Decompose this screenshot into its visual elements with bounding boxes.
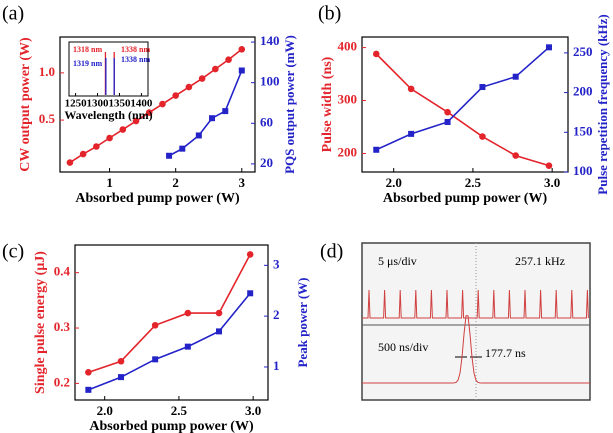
y-axis-title: CW output power (W) xyxy=(18,37,33,172)
marker xyxy=(186,84,193,91)
series-line xyxy=(169,70,242,155)
x-tick-label: 2.5 xyxy=(465,175,482,190)
y2-tick-label: 200 xyxy=(573,84,593,99)
marker xyxy=(80,151,87,158)
marker xyxy=(185,344,191,350)
oscilloscope: (d) 5 μs/div 257.1 kHz 500 ns/div 177.7 … xyxy=(320,241,590,400)
marker xyxy=(209,115,215,121)
marker xyxy=(238,46,245,53)
marker xyxy=(479,133,486,140)
series-line xyxy=(88,293,250,390)
panel-label: (a) xyxy=(2,3,24,25)
y2-tick-label: 1 xyxy=(273,358,280,373)
marker xyxy=(93,143,100,150)
marker xyxy=(106,135,113,142)
scope-text: 177.7 ns xyxy=(485,346,526,360)
y-tick-label: 0.4 xyxy=(54,264,71,279)
inset-title: Wavelength (nm) xyxy=(64,108,152,122)
y-tick-label: 1.0 xyxy=(39,64,55,79)
marker xyxy=(67,159,74,166)
peak-label: 1318 nm xyxy=(73,45,102,54)
y2-tick-label: 2 xyxy=(273,307,280,322)
y2-axis-title: PQS output power (mW) xyxy=(282,35,297,174)
marker xyxy=(408,86,415,93)
y-tick-label: 300 xyxy=(338,92,358,107)
y-tick-label: 0.5 xyxy=(39,111,56,126)
x-tick-label: 3 xyxy=(239,175,246,190)
peak-label: 1319 nm xyxy=(73,59,102,68)
marker xyxy=(119,126,126,133)
marker xyxy=(152,322,159,329)
x-tick-label: 2.5 xyxy=(171,403,188,418)
marker xyxy=(444,109,451,116)
marker xyxy=(118,358,125,365)
marker xyxy=(247,290,253,296)
marker xyxy=(239,67,245,73)
marker xyxy=(118,374,124,380)
peak-label: 1338 nm xyxy=(121,45,150,54)
marker xyxy=(85,387,91,393)
y2-tick-label: 60 xyxy=(260,114,273,129)
scope-text: 257.1 kHz xyxy=(515,254,565,268)
y-tick-label: 0.3 xyxy=(54,319,71,334)
marker xyxy=(479,84,485,90)
marker xyxy=(196,132,202,138)
marker xyxy=(512,152,519,159)
marker xyxy=(185,310,192,317)
y2-tick-label: 3 xyxy=(273,256,280,271)
marker xyxy=(216,310,223,317)
marker xyxy=(172,92,179,99)
marker xyxy=(222,108,228,114)
marker xyxy=(216,328,222,334)
y-tick-label: 200 xyxy=(338,144,358,159)
marker xyxy=(85,369,92,376)
marker xyxy=(212,66,219,73)
x-axis-title: Absorbed pump power (W) xyxy=(383,191,548,206)
y-axis-title: Pulse width (ns) xyxy=(320,56,335,152)
marker xyxy=(373,147,379,153)
page: (d) 5 μs/div 257.1 kHz 500 ns/div 177.7 … xyxy=(0,0,613,433)
x-tick-label: 3.0 xyxy=(544,175,560,190)
marker xyxy=(179,146,185,152)
y-tick-label: 0.2 xyxy=(54,374,70,389)
y2-tick-label: 250 xyxy=(573,44,593,59)
y2-axis-title: Peak power (W) xyxy=(295,277,310,367)
marker xyxy=(546,162,553,169)
y2-tick-label: 100 xyxy=(260,74,280,89)
x-axis-title: Absorbed pump power (W) xyxy=(89,419,254,433)
panel-label: (d) xyxy=(320,241,343,263)
marker xyxy=(247,251,254,258)
marker xyxy=(408,131,414,137)
x-tick-label: 1 xyxy=(106,175,113,190)
peak-label: 1338 nm xyxy=(121,55,150,64)
marker xyxy=(152,356,158,362)
y2-tick-label: 150 xyxy=(573,123,593,138)
y2-tick-label: 100 xyxy=(573,163,593,178)
y2-tick-label: 20 xyxy=(260,155,273,170)
marker xyxy=(445,119,451,125)
x-tick-label: 2.0 xyxy=(386,175,402,190)
marker xyxy=(159,101,166,108)
y-tick-label: 400 xyxy=(338,39,358,54)
marker xyxy=(199,75,206,82)
plot-frame xyxy=(75,245,268,400)
y2-axis-title: Pulse repetition frequency (kHz) xyxy=(595,14,610,194)
series-line xyxy=(376,47,549,149)
marker xyxy=(225,56,232,63)
y-axis-title: Single pulse energy (μJ) xyxy=(33,251,48,394)
x-tick-label: 2 xyxy=(172,175,179,190)
x-tick-label: 2.0 xyxy=(97,403,113,418)
panel-label: (b) xyxy=(318,3,341,25)
panel-label: (c) xyxy=(2,241,24,263)
x-axis-title: Absorbed pump power (W) xyxy=(75,191,240,206)
marker xyxy=(546,44,552,50)
scope-text: 500 ns/div xyxy=(378,340,428,354)
marker xyxy=(166,153,172,159)
x-tick-label: 3.0 xyxy=(245,403,261,418)
marker xyxy=(373,51,380,58)
y2-tick-label: 140 xyxy=(260,33,280,48)
scope-text: 5 μs/div xyxy=(378,254,417,268)
marker xyxy=(513,74,519,80)
figure: (d) 5 μs/div 257.1 kHz 500 ns/div 177.7 … xyxy=(0,0,613,433)
